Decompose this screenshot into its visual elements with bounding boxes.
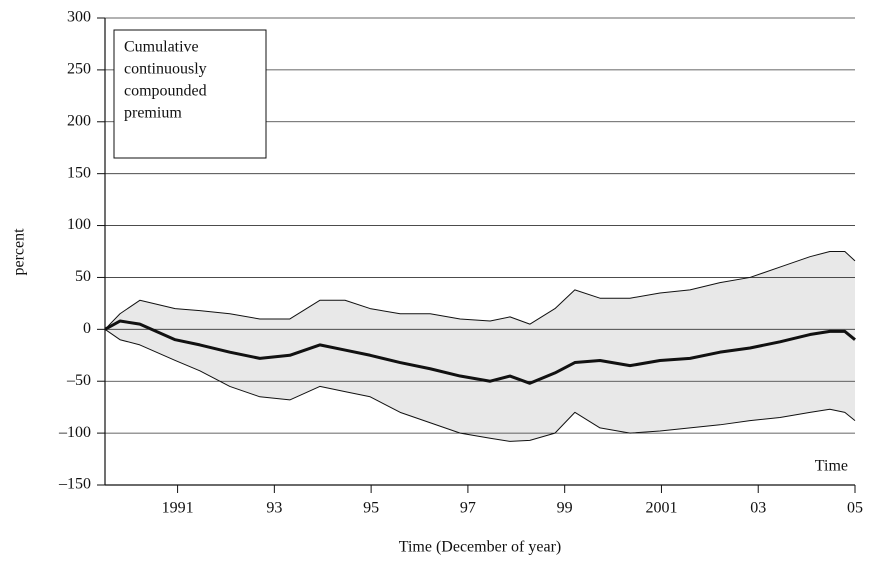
series-line <box>104 328 856 442</box>
y-tick-label: 50 <box>75 268 91 285</box>
annotation-box <box>113 29 267 159</box>
annotation-text: compounded <box>124 83 207 100</box>
x-axis-label: Time (December of year) <box>399 539 561 556</box>
x-tick-label: 1991 <box>162 500 194 517</box>
x-tick-label: 99 <box>557 500 573 517</box>
y-tick-label: –50 <box>66 372 91 389</box>
corner-label: Time <box>815 458 848 475</box>
x-tick-label: 05 <box>847 500 863 517</box>
y-tick-label: 100 <box>67 216 91 233</box>
band-fill <box>105 251 855 442</box>
y-tick-label: 150 <box>67 164 91 181</box>
annotation-text: Cumulative <box>124 39 199 56</box>
x-tick-label: 93 <box>266 500 282 517</box>
y-tick-label: –100 <box>58 424 91 441</box>
annotation-text: premium <box>124 105 182 122</box>
annotation-text: continuously <box>124 61 207 78</box>
x-tick-label: 03 <box>750 500 766 517</box>
x-tick-label: 95 <box>363 500 379 517</box>
series-line <box>104 319 856 385</box>
y-tick-label: 250 <box>67 61 91 78</box>
x-tick-label: 2001 <box>645 500 677 517</box>
y-axis-label: percent <box>11 228 28 276</box>
x-tick-label: 97 <box>460 500 476 517</box>
y-tick-label: 0 <box>83 320 91 337</box>
y-tick-label: 200 <box>67 112 91 129</box>
series-line <box>104 251 856 330</box>
y-tick-label: 300 <box>67 9 91 26</box>
y-tick-label: –150 <box>58 476 91 493</box>
